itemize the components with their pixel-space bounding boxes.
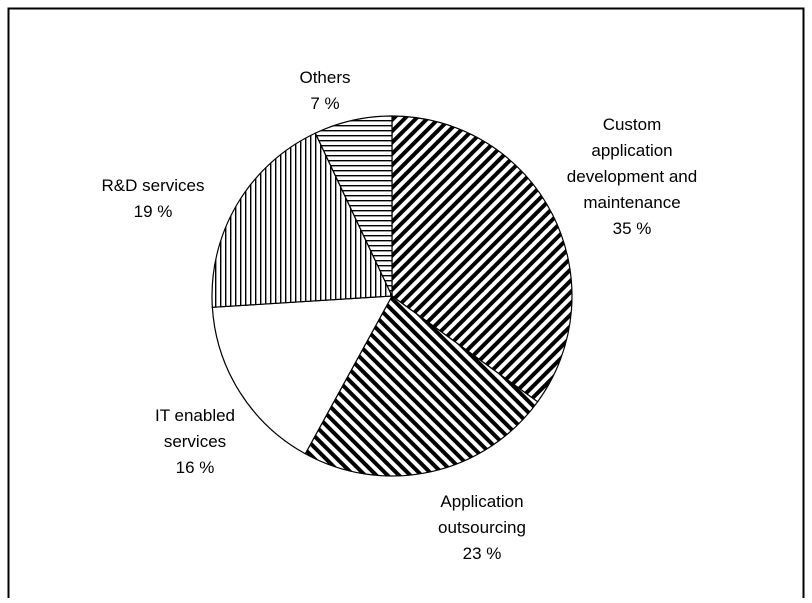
slice-value-label: 16 % bbox=[176, 458, 215, 477]
pie-slices bbox=[211, 115, 573, 477]
slice-value-label: 35 % bbox=[613, 219, 652, 238]
slice-value-label: 23 % bbox=[463, 544, 502, 563]
slice-label: Application outsourcing 23 % bbox=[438, 492, 526, 563]
slice-value-label: 19 % bbox=[134, 202, 173, 221]
pie-slice bbox=[211, 132, 393, 308]
slice-label: Others 7 % bbox=[299, 68, 350, 113]
slice-name-label: Others bbox=[299, 68, 350, 87]
pie-slice bbox=[391, 115, 573, 403]
slice-value-label: 7 % bbox=[310, 94, 339, 113]
slice-name-label: development and bbox=[567, 167, 697, 186]
slice-label: IT enabled services 16 % bbox=[155, 406, 235, 477]
pie-slice bbox=[304, 295, 539, 477]
slice-name-label: R&D services bbox=[102, 176, 205, 195]
pie-labels: Custom application development and maintena… bbox=[102, 68, 698, 563]
slice-name-label: outsourcing bbox=[438, 518, 526, 537]
slice-name-label: IT enabled bbox=[155, 406, 235, 425]
slice-name-label: Custom bbox=[603, 115, 662, 134]
pie-slice bbox=[314, 115, 393, 297]
pie-slice bbox=[211, 295, 394, 455]
slice-name-label: application bbox=[591, 141, 672, 160]
slice-label: R&D services 19 % bbox=[102, 176, 205, 221]
slice-name-label: maintenance bbox=[583, 193, 680, 212]
slice-name-label: Application bbox=[440, 492, 523, 511]
slice-label: Custom application development and maintena… bbox=[567, 115, 697, 238]
slice-name-label: services bbox=[164, 432, 226, 451]
